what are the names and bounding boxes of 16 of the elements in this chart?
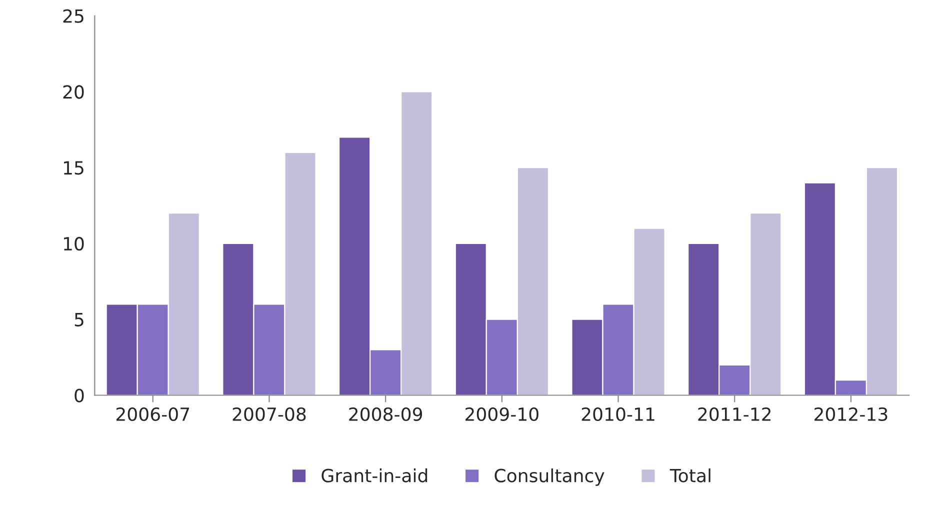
x-tick-label: 2008-09	[349, 407, 422, 422]
x-tick-label: 2009-10	[466, 407, 538, 422]
x-tick-label: 2012-13	[814, 407, 888, 422]
y-tick-label: 15	[64, 161, 84, 175]
x-tick-label: 2010-11	[582, 407, 654, 422]
y-tick-label: 10	[64, 236, 84, 251]
legend-label: Grant-in-aid	[322, 468, 428, 482]
x-tick-label: 2006-07	[116, 407, 190, 422]
x-tick-label: 2011-12	[698, 407, 771, 422]
legend-label: Total	[670, 468, 710, 482]
y-tick-label: 0	[74, 388, 84, 402]
y-tick-label: 25	[63, 9, 84, 23]
legend-label: Consultancy	[494, 468, 604, 486]
x-tick-label: 2007-08	[232, 407, 306, 422]
y-tick-label: 20	[63, 85, 84, 99]
y-tick-label: 5	[74, 313, 84, 326]
